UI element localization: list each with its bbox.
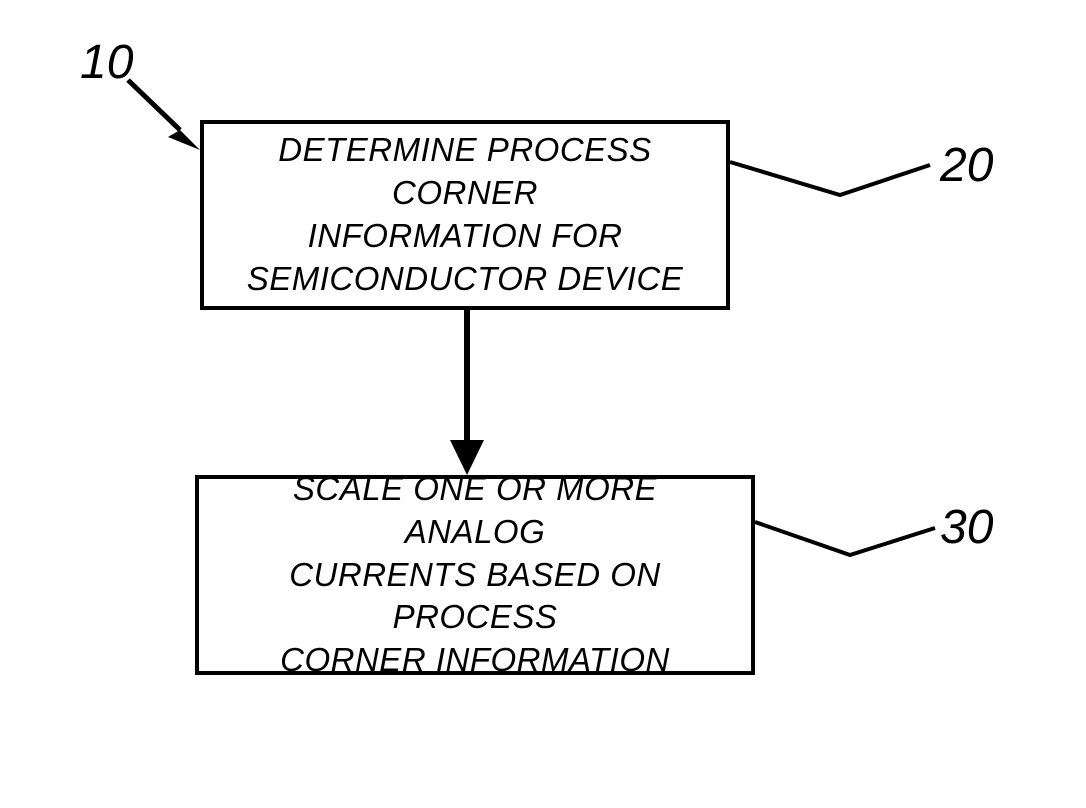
callout-line-20 — [730, 140, 940, 200]
box-scale-currents: SCALE ONE OR MORE ANALOG CURRENTS BASED … — [195, 475, 755, 675]
box-30-text: SCALE ONE OR MORE ANALOG CURRENTS BASED … — [219, 468, 731, 682]
box-determine-process: DETERMINE PROCESS CORNER INFORMATION FOR… — [200, 120, 730, 310]
arrow-20-to-30 — [440, 310, 500, 480]
label-20: 20 — [940, 138, 993, 193]
flowchart-diagram: 10 DETERMINE PROCESS CORNER INFORMATION … — [0, 0, 1086, 808]
label-30: 30 — [940, 500, 993, 555]
callout-line-30 — [755, 500, 945, 560]
label-20-text: 20 — [940, 139, 993, 192]
label-30-text: 30 — [940, 501, 993, 554]
box-20-text: DETERMINE PROCESS CORNER INFORMATION FOR… — [224, 129, 706, 301]
